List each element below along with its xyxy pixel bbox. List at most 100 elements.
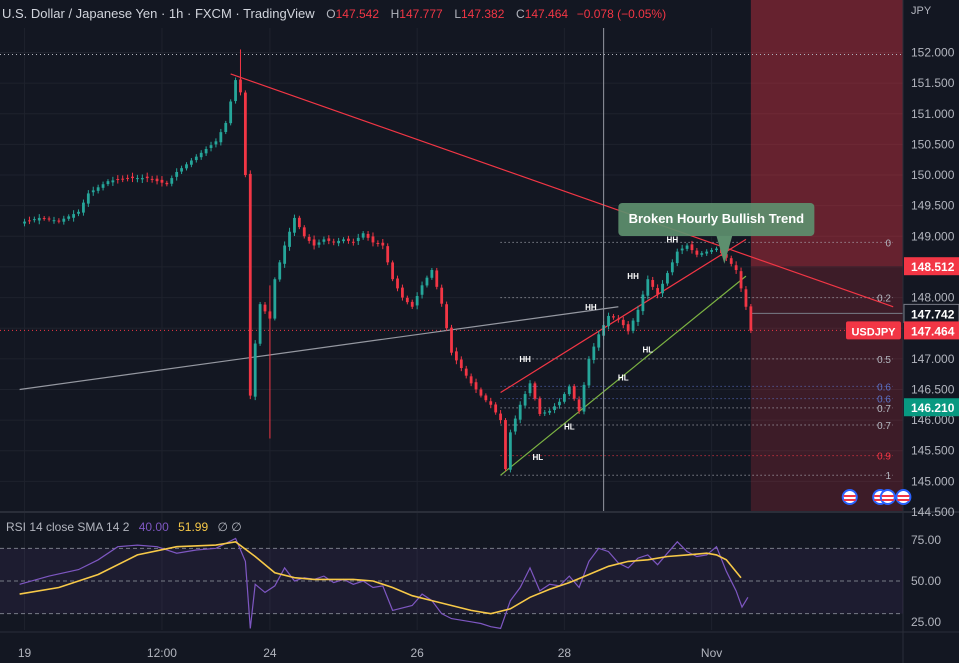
candle-body bbox=[621, 319, 625, 326]
candle-body bbox=[494, 404, 498, 413]
candle-body bbox=[636, 309, 640, 322]
price-badge bbox=[904, 257, 959, 276]
candle-body bbox=[140, 178, 144, 180]
candle-body bbox=[396, 278, 399, 289]
candle-body bbox=[170, 178, 174, 184]
candle-body bbox=[248, 173, 252, 396]
candle-body bbox=[656, 288, 660, 295]
candle-body bbox=[204, 149, 208, 154]
candle-body bbox=[513, 418, 517, 432]
candle-body bbox=[582, 384, 586, 412]
rsi-title[interactable]: RSI 14 close SMA 14 2 bbox=[6, 520, 130, 534]
callout-box bbox=[618, 203, 815, 236]
candle-body bbox=[666, 273, 669, 284]
candle-body bbox=[136, 178, 139, 180]
candle-body bbox=[651, 280, 655, 287]
candle-body bbox=[440, 287, 444, 304]
x-tick-label: 12:00 bbox=[147, 646, 177, 660]
candle-body bbox=[661, 283, 664, 294]
candle-body bbox=[523, 394, 527, 406]
y-tick-label: 151.500 bbox=[911, 76, 955, 90]
candle-body bbox=[165, 182, 169, 185]
trendline bbox=[500, 275, 747, 476]
candle-body bbox=[558, 401, 561, 406]
us-flag-icon-stripe bbox=[897, 499, 910, 501]
candle-body bbox=[572, 386, 576, 399]
x-tick-label: 24 bbox=[263, 646, 277, 660]
candle-body bbox=[518, 404, 522, 420]
low-label: L bbox=[454, 7, 461, 21]
higher-high-label: HH bbox=[585, 303, 597, 312]
candle-body bbox=[297, 217, 301, 228]
candle-body bbox=[229, 101, 233, 124]
candle-body bbox=[243, 92, 247, 176]
price-badge-label: 146.210 bbox=[911, 401, 955, 415]
fib-level-label: 1 bbox=[885, 471, 891, 482]
candle-body bbox=[194, 156, 198, 161]
candle-body bbox=[23, 221, 26, 224]
candle-body bbox=[553, 406, 556, 411]
candle-body bbox=[150, 178, 154, 180]
candle-body bbox=[739, 271, 743, 289]
candle-body bbox=[464, 368, 468, 376]
higher-high-label: HH bbox=[667, 235, 679, 244]
higher-low-label: HL bbox=[533, 453, 544, 462]
candle-body bbox=[504, 420, 507, 470]
candle-body bbox=[155, 178, 159, 182]
candle-body bbox=[508, 432, 512, 470]
fib-level-label: 0.6 bbox=[877, 382, 891, 393]
price-badge bbox=[904, 398, 959, 417]
candle-body bbox=[214, 141, 218, 145]
candle-body bbox=[278, 262, 282, 280]
us-flag-icon-stripe bbox=[843, 499, 856, 501]
change-value: −0.078 (−0.05%) bbox=[576, 7, 667, 21]
candle-body bbox=[567, 386, 571, 395]
candle-body bbox=[111, 180, 115, 183]
candle-body bbox=[729, 258, 733, 264]
us-flag-icon-stripe bbox=[881, 499, 894, 501]
candle-body bbox=[37, 217, 41, 221]
y-tick-label: 146.000 bbox=[911, 413, 955, 427]
candle-body bbox=[474, 382, 478, 390]
fib-level-label: 0 bbox=[885, 238, 891, 249]
candle-body bbox=[347, 238, 350, 241]
candle-body bbox=[455, 351, 458, 361]
candle-body bbox=[577, 399, 581, 411]
price-badge-label: 147.464 bbox=[911, 324, 955, 338]
us-flag-icon-stripe bbox=[881, 495, 894, 497]
candle-body bbox=[337, 240, 341, 244]
symbol-title[interactable]: U.S. Dollar / Japanese Yen · 1h · FXCM ·… bbox=[2, 6, 315, 21]
candle-body bbox=[199, 152, 203, 158]
candle-body bbox=[538, 398, 542, 414]
candle-body bbox=[430, 270, 434, 278]
candle-body bbox=[351, 241, 355, 243]
candle-body bbox=[253, 343, 257, 397]
candle-body bbox=[307, 236, 311, 241]
candle-body bbox=[484, 395, 488, 401]
candle-body bbox=[332, 241, 336, 243]
candle-body bbox=[96, 187, 100, 191]
candle-body bbox=[283, 245, 287, 264]
y-tick-label: 150.500 bbox=[911, 137, 955, 151]
candle-body bbox=[121, 178, 125, 180]
candle-body bbox=[592, 346, 596, 360]
open-label: O bbox=[326, 7, 336, 21]
rsi-extra: ∅ ∅ bbox=[217, 520, 242, 534]
candle-body bbox=[469, 376, 473, 384]
candle-body bbox=[489, 401, 493, 405]
candle-body bbox=[670, 262, 674, 273]
candle-body bbox=[116, 179, 120, 181]
candle-body bbox=[258, 304, 262, 344]
low-value: 147.382 bbox=[461, 7, 505, 21]
us-flag-icon-stripe bbox=[843, 495, 856, 497]
candle-body bbox=[185, 164, 188, 169]
candle-body bbox=[57, 220, 61, 222]
candle-body bbox=[312, 239, 316, 246]
y-tick-label: 149.500 bbox=[911, 199, 955, 213]
candle-body bbox=[685, 245, 689, 249]
candle-body bbox=[219, 132, 223, 143]
y-tick-label: 147.000 bbox=[911, 352, 955, 366]
rsi-sma-line bbox=[19, 540, 742, 615]
